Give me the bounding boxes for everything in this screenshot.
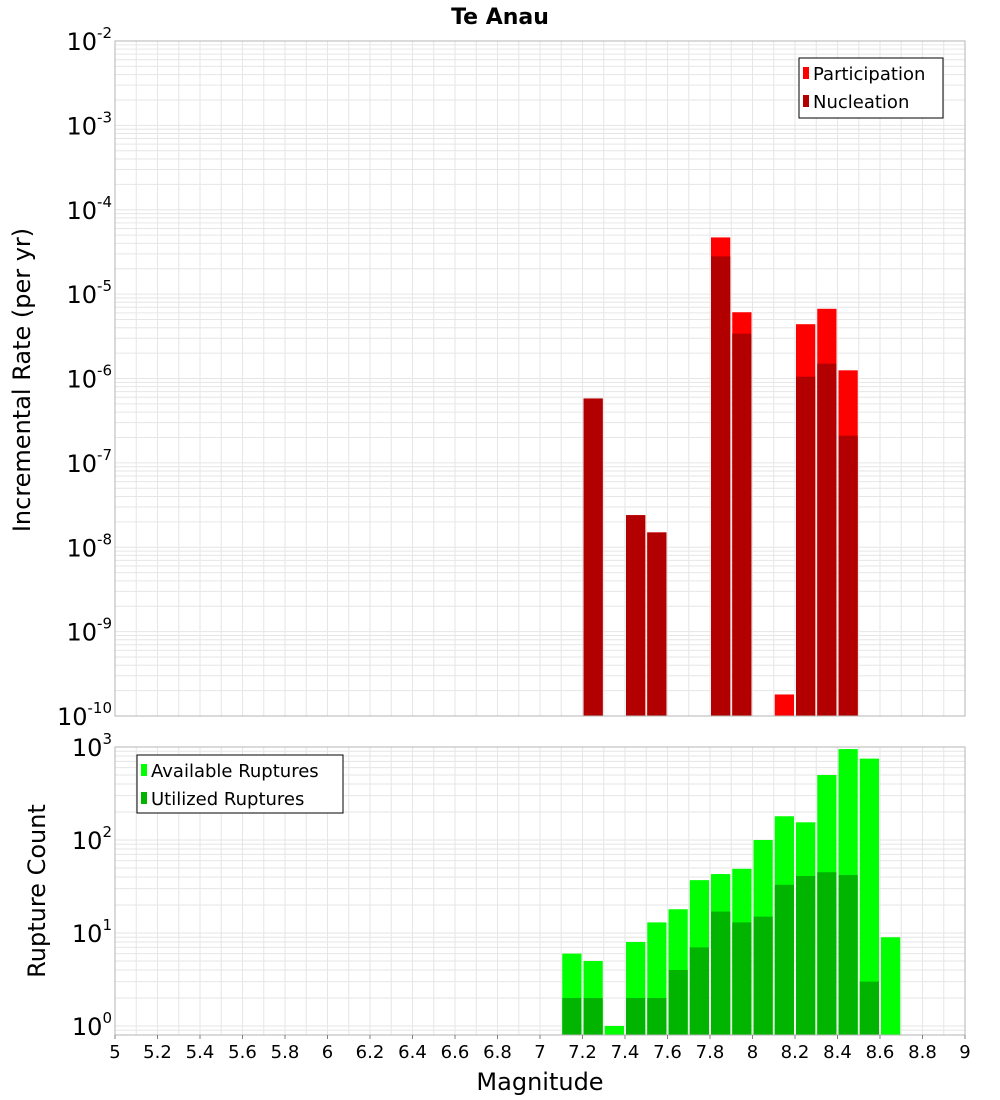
top-legend-box [798, 57, 944, 119]
top-y-tick-label: 10-6 [66, 362, 112, 394]
x-tick-label: 6.6 [441, 1042, 470, 1063]
available-ruptures-bar [881, 937, 901, 1035]
top-y-tick-label: 10-2 [66, 24, 112, 56]
bottom-y-axis-label: Rupture Count [23, 804, 51, 978]
x-tick-label: 6.4 [398, 1042, 427, 1063]
top-bars [583, 237, 858, 716]
x-axis-label: Magnitude [476, 1068, 603, 1096]
utilized-ruptures-bar [647, 997, 667, 1035]
utilized-ruptures-bar [626, 997, 646, 1035]
utilized-ruptures-bar [859, 981, 879, 1035]
top-plot-frame [114, 40, 966, 717]
utilized-ruptures-bar [796, 876, 816, 1035]
nucleation-legend-label: Nucleation [813, 92, 909, 113]
nucleation-swatch [803, 95, 809, 107]
x-tick-label: 6.2 [356, 1042, 385, 1063]
available-ruptures-swatch [141, 764, 147, 776]
bottom-y-tick-label: 100 [72, 1009, 112, 1041]
x-tick-label: 7.4 [611, 1042, 640, 1063]
bottom-legend-box [136, 754, 344, 814]
nucleation-bar [647, 532, 667, 716]
bottom-y-tick-label: 101 [72, 916, 112, 948]
top-legend: Participation Nucleation [798, 57, 944, 119]
utilized-ruptures-bar [668, 969, 688, 1035]
x-ticks: 5 5.2 5.4 5.6 5.8 6 6.2 6.4 6.6 6.8 7 7.2 7.4 7.6 7.8 8… [109, 1035, 971, 1063]
utilized-ruptures-bar [774, 884, 794, 1035]
top-grid [114, 40, 966, 717]
x-tick-label: 6.8 [483, 1042, 512, 1063]
nucleation-bar [838, 435, 858, 716]
top-y-tick-label: 10-3 [66, 108, 112, 140]
utilized-ruptures-bar [817, 872, 837, 1035]
x-tick-label: 8.4 [823, 1042, 852, 1063]
utilized-ruptures-legend-label: Utilized Ruptures [151, 789, 304, 810]
utilized-ruptures-swatch [141, 792, 147, 804]
top-y-tick-label: 10-8 [66, 530, 112, 562]
top-y-ticks: 10-2 10-3 10-4 10-5 10-6 10-7 10-8 10-9 10-10 [57, 24, 112, 731]
x-tick-label: 6 [322, 1042, 333, 1063]
nucleation-bar [732, 333, 752, 716]
utilized-ruptures-bar [753, 916, 773, 1035]
x-tick-label: 8.8 [908, 1042, 937, 1063]
nucleation-bar [796, 376, 816, 716]
x-tick-label: 5.2 [143, 1042, 172, 1063]
participation-legend-label: Participation [813, 64, 925, 85]
x-tick-label: 5 [109, 1042, 120, 1063]
nucleation-bar [711, 256, 731, 716]
utilized-ruptures-bar [583, 997, 603, 1035]
bottom-panel: 103 102 101 100 Rupture Count Available Rup… [23, 730, 966, 1041]
nucleation-bar [626, 515, 646, 716]
bottom-y-tick-label: 102 [72, 823, 112, 855]
x-tick-label: 7 [534, 1042, 545, 1063]
bottom-bars [562, 749, 901, 1035]
x-tick-label: 7.8 [696, 1042, 725, 1063]
x-tick-label: 7.2 [568, 1042, 597, 1063]
top-panel: 10-2 10-3 10-4 10-5 10-6 10-7 10-8 10-9 10-10 In… [8, 24, 966, 731]
bottom-y-tick-label: 103 [72, 730, 112, 762]
utilized-ruptures-bar [689, 947, 709, 1035]
utilized-ruptures-bar [562, 997, 582, 1035]
top-y-tick-label: 10-5 [66, 277, 112, 309]
top-y-tick-label: 10-9 [66, 615, 112, 647]
x-tick-label: 5.8 [271, 1042, 300, 1063]
utilized-ruptures-bar [711, 911, 731, 1035]
utilized-ruptures-bar [732, 922, 752, 1035]
x-tick-label: 5.6 [228, 1042, 257, 1063]
nucleation-bar [817, 363, 837, 716]
x-tick-label: 5.4 [186, 1042, 215, 1063]
chart-title: Te Anau [451, 5, 549, 30]
x-tick-label: 7.6 [653, 1042, 682, 1063]
top-y-tick-label: 10-7 [66, 446, 112, 478]
top-y-tick-label: 10-4 [66, 193, 112, 225]
participation-bar [774, 694, 794, 716]
nucleation-bar [583, 398, 603, 716]
x-tick-label: 8.2 [781, 1042, 810, 1063]
top-y-axis-label: Incremental Rate (per yr) [8, 228, 36, 532]
top-y-tick-label: 10-10 [57, 699, 112, 731]
bottom-legend: Available Ruptures Utilized Ruptures [136, 754, 344, 814]
x-tick-label: 8.6 [866, 1042, 895, 1063]
available-ruptures-bar [604, 1025, 624, 1035]
utilized-ruptures-bar [838, 875, 858, 1035]
x-tick-label: 8 [747, 1042, 758, 1063]
bottom-y-ticks: 103 102 101 100 [72, 730, 112, 1041]
available-ruptures-legend-label: Available Ruptures [151, 761, 319, 782]
available-ruptures-bar [859, 758, 879, 1035]
participation-swatch [803, 67, 809, 79]
x-tick-label: 9 [959, 1042, 970, 1063]
